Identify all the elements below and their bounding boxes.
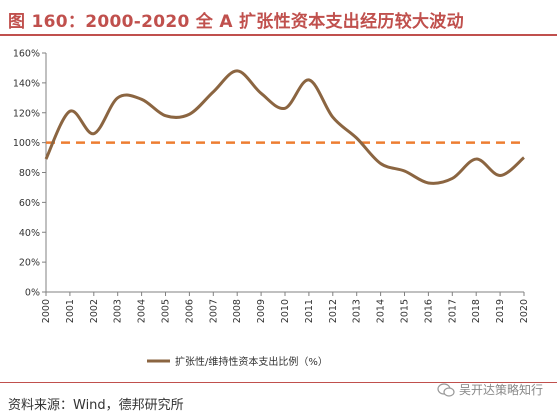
- y-tick-label: 140%: [13, 78, 40, 89]
- footer-divider: [0, 382, 557, 383]
- x-tick-label: 2016: [423, 299, 434, 323]
- x-tick-label: 2007: [208, 299, 219, 323]
- y-tick-label: 120%: [13, 108, 40, 119]
- y-tick-label: 160%: [13, 49, 40, 60]
- y-tick-label: 0%: [25, 288, 40, 299]
- chart: 0% 20% 40% 60% 80% 100% 120% 140% 160% 2000 2001 20…: [13, 49, 530, 369]
- figure-title: 图 160：2000-2020 全 A 扩张性资本支出经历较大波动: [8, 12, 464, 32]
- x-tick-label: 2013: [352, 299, 363, 323]
- series-group: [44, 69, 525, 185]
- x-tick-label: 2000: [41, 299, 52, 323]
- title-divider: [0, 34, 557, 36]
- x-tick-label: 2014: [376, 299, 387, 323]
- x-tick-label: 2009: [256, 299, 267, 323]
- y-tick-label: 100%: [13, 138, 40, 149]
- y-tick-label: 80%: [19, 168, 40, 179]
- chart-legend: 扩张性/维持性资本支出比例（%）: [147, 355, 328, 368]
- source-note: 资料来源：Wind，德邦研究所: [8, 398, 184, 413]
- x-tick-label: 2017: [447, 299, 458, 323]
- x-tick-label: 2020: [519, 299, 530, 323]
- y-tick-label: 20%: [19, 258, 40, 269]
- x-tick-label: 2001: [65, 299, 76, 323]
- x-tick-label: 2011: [304, 299, 315, 323]
- series-line-capex-ratio: [44, 69, 525, 185]
- x-tick-label: 2008: [232, 299, 243, 323]
- wechat-icon: [437, 382, 455, 397]
- x-tick-label: 2012: [328, 299, 339, 323]
- x-tick-label: 2010: [280, 299, 291, 323]
- x-tick-label: 2006: [184, 299, 195, 323]
- x-tick-label: 2015: [400, 299, 411, 323]
- x-tick-label: 2004: [137, 299, 148, 323]
- x-tick-label: 2005: [161, 299, 172, 323]
- x-tick-label: 2018: [471, 299, 482, 323]
- chart-axes: 0% 20% 40% 60% 80% 100% 120% 140% 160% 2000 2001 20…: [13, 49, 530, 324]
- x-tick-label: 2003: [113, 299, 124, 323]
- y-tick-label: 60%: [19, 198, 40, 209]
- y-tick-label: 40%: [19, 228, 40, 239]
- watermark-text: 吴开达策略知行: [458, 383, 543, 397]
- x-tick-label: 2002: [89, 299, 100, 323]
- legend-label: 扩张性/维持性资本支出比例（%）: [175, 355, 328, 368]
- watermark: 吴开达策略知行: [437, 381, 543, 398]
- x-tick-label: 2019: [495, 299, 506, 323]
